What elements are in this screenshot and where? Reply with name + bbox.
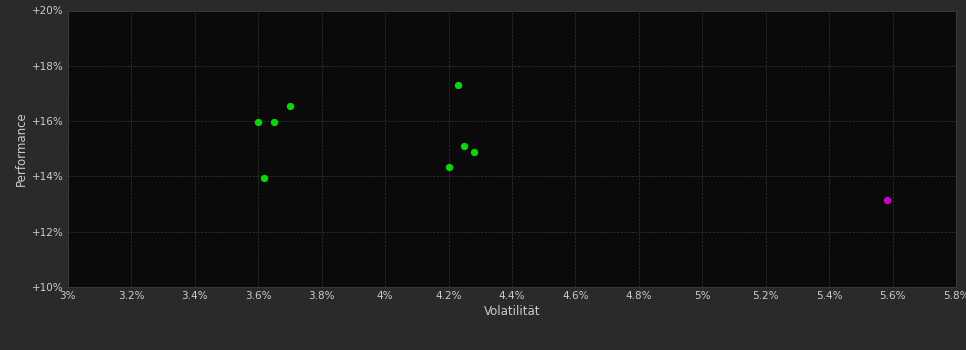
Point [267,120,282,125]
Point [282,103,298,109]
Point [257,175,272,181]
Point [457,143,472,149]
Y-axis label: Performance: Performance [14,111,28,186]
Point [250,120,266,125]
Point [450,82,466,88]
Point [440,164,456,169]
Point [879,197,895,203]
X-axis label: Volatilität: Volatilität [484,305,540,318]
Point [467,149,482,154]
